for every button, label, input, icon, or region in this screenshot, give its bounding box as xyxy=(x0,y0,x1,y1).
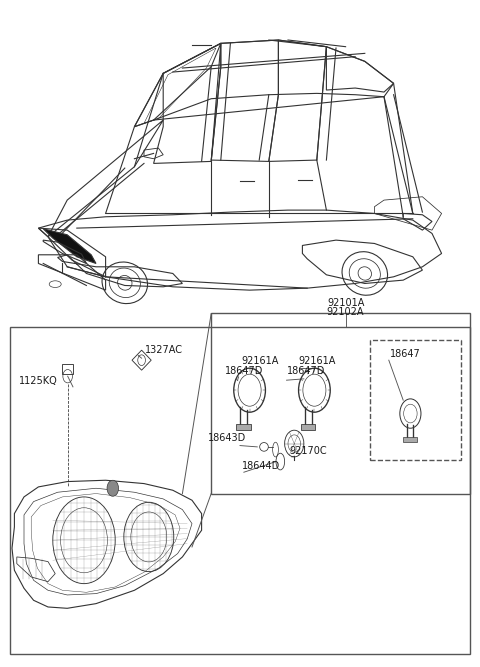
Text: 92161A: 92161A xyxy=(241,356,278,366)
Text: 1125KQ: 1125KQ xyxy=(19,376,58,386)
Text: 92170C: 92170C xyxy=(289,446,327,456)
Bar xyxy=(301,424,315,430)
Bar xyxy=(62,364,73,374)
Text: 18644D: 18644D xyxy=(242,461,280,471)
Text: 92161A: 92161A xyxy=(299,356,336,366)
Text: 92101A: 92101A xyxy=(327,298,364,308)
Bar xyxy=(10,327,470,654)
Text: 18647D: 18647D xyxy=(225,366,263,376)
Bar xyxy=(236,424,251,430)
Bar xyxy=(211,313,470,494)
Text: 18643D: 18643D xyxy=(208,433,246,443)
Bar xyxy=(370,340,461,460)
Circle shape xyxy=(107,480,119,496)
Bar xyxy=(403,437,417,442)
Text: 18647: 18647 xyxy=(390,349,421,359)
Text: 18647D: 18647D xyxy=(287,366,325,376)
Polygon shape xyxy=(43,229,96,263)
Text: 1327AC: 1327AC xyxy=(145,345,183,355)
Text: 92102A: 92102A xyxy=(327,307,364,317)
